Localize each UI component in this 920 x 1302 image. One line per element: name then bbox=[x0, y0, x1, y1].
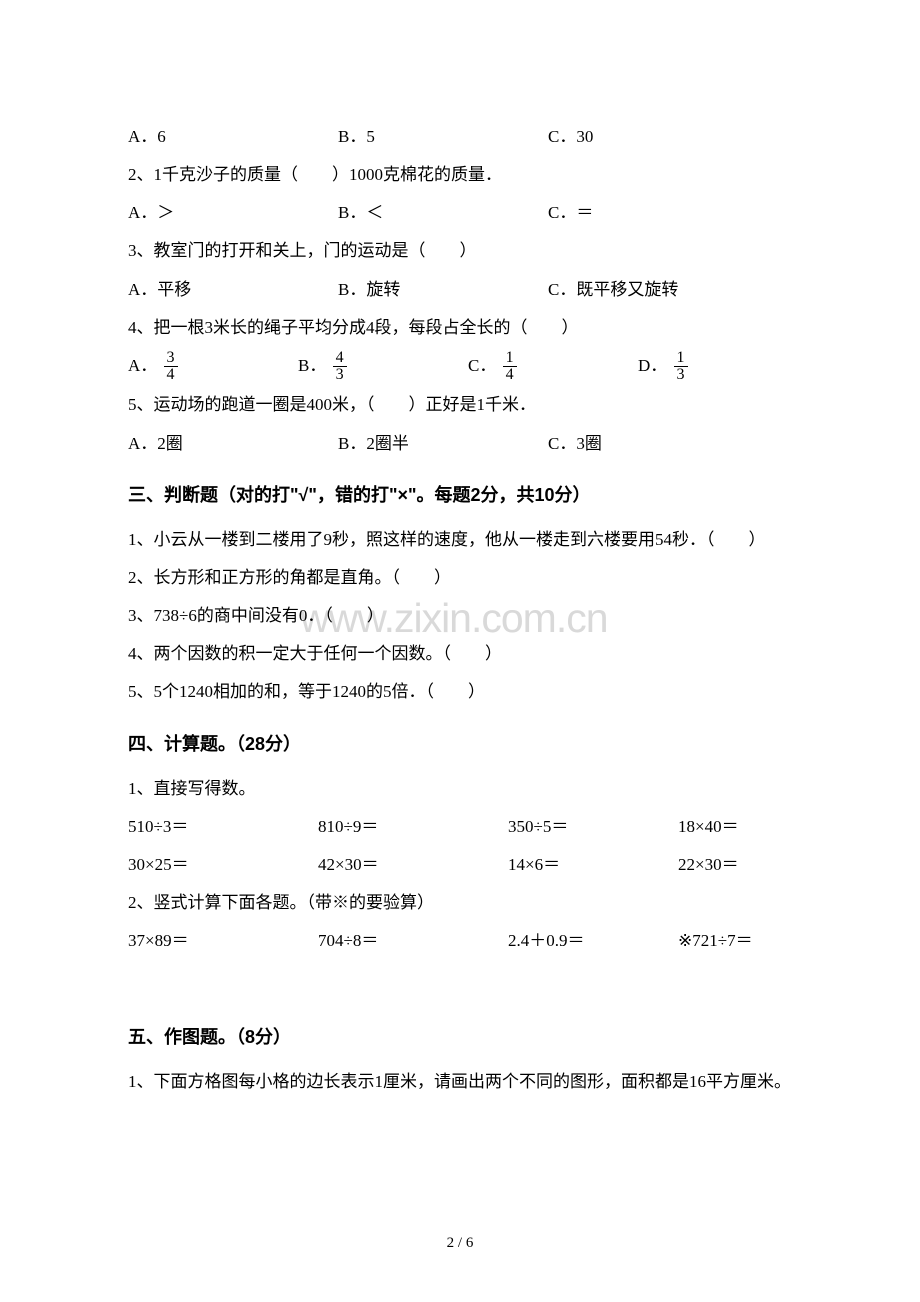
page-footer: 2 / 6 bbox=[0, 1235, 920, 1252]
s4-r3c3: 2.4＋0.9＝ bbox=[508, 924, 678, 957]
q4-opt-b: B． 4 3 bbox=[298, 349, 468, 384]
q4-label-c: C． bbox=[468, 356, 496, 375]
q4-frac-c: 1 4 bbox=[503, 350, 517, 383]
q4-options: A． 3 4 B． 4 3 C． 1 4 D． 1 3 bbox=[128, 349, 792, 384]
q4-frac-c-den: 4 bbox=[503, 367, 517, 383]
q4-label-d: D． bbox=[638, 356, 667, 375]
q5-opt-b: B．2圈半 bbox=[338, 427, 548, 460]
s4-r2c2: 42×30＝ bbox=[318, 848, 508, 881]
q4-frac-c-num: 1 bbox=[503, 350, 517, 367]
s3-item1: 1、小云从一楼到二楼用了9秒，照这样的速度，他从一楼走到六楼要用54秒．（ ） bbox=[128, 523, 792, 556]
q2-options: A．＞ B．＜ C．＝ bbox=[128, 196, 792, 229]
s4-r1c2: 810÷9＝ bbox=[318, 810, 508, 843]
s4-sub2: 2、竖式计算下面各题。（带※的要验算） bbox=[128, 886, 792, 919]
section5-title: 五、作图题。（8分） bbox=[128, 1020, 792, 1055]
s3-item3: 3、738÷6的商中间没有0．（ ） bbox=[128, 599, 792, 632]
s4-r1c1: 510÷3＝ bbox=[128, 810, 318, 843]
q4-label-b: B． bbox=[298, 356, 326, 375]
s4-row1: 510÷3＝ 810÷9＝ 350÷5＝ 18×40＝ bbox=[128, 810, 792, 843]
q5-text: 5、运动场的跑道一圈是400米，（ ）正好是1千米． bbox=[128, 388, 792, 421]
s4-sub1: 1、直接写得数。 bbox=[128, 772, 792, 805]
q5-opt-a: A．2圈 bbox=[128, 427, 338, 460]
s3-item2: 2、长方形和正方形的角都是直角。（ ） bbox=[128, 561, 792, 594]
q4-opt-a: A． 3 4 bbox=[128, 349, 298, 384]
s3-item4: 4、两个因数的积一定大于任何一个因数。（ ） bbox=[128, 637, 792, 670]
q4-frac-b: 4 3 bbox=[333, 350, 347, 383]
s4-r3c2: 704÷8＝ bbox=[318, 924, 508, 957]
q4-frac-a: 3 4 bbox=[164, 350, 178, 383]
q2-text: 2、1千克沙子的质量（ ）1000克棉花的质量． bbox=[128, 158, 792, 191]
document-content: A．6 B．5 C．30 2、1千克沙子的质量（ ）1000克棉花的质量． A．… bbox=[128, 120, 792, 1099]
q3-opt-a: A．平移 bbox=[128, 273, 338, 306]
q1-options: A．6 B．5 C．30 bbox=[128, 120, 792, 153]
q5-opt-c: C．3圈 bbox=[548, 427, 602, 460]
s4-r2c4: 22×30＝ bbox=[678, 848, 739, 881]
q3-opt-c: C．既平移又旋转 bbox=[548, 273, 678, 306]
q1-opt-c: C．30 bbox=[548, 120, 593, 153]
q2-opt-c: C．＝ bbox=[548, 196, 593, 229]
s4-row2: 30×25＝ 42×30＝ 14×6＝ 22×30＝ bbox=[128, 848, 792, 881]
q4-label-a: A． bbox=[128, 356, 157, 375]
s4-r3c1: 37×89＝ bbox=[128, 924, 318, 957]
q2-opt-a: A．＞ bbox=[128, 196, 338, 229]
q2-opt-b: B．＜ bbox=[338, 196, 548, 229]
s4-row3: 37×89＝ 704÷8＝ 2.4＋0.9＝ ※721÷7＝ bbox=[128, 924, 792, 957]
q4-frac-d: 1 3 bbox=[674, 350, 688, 383]
s4-r1c4: 18×40＝ bbox=[678, 810, 739, 843]
q5-options: A．2圈 B．2圈半 C．3圈 bbox=[128, 427, 792, 460]
q1-opt-a: A．6 bbox=[128, 120, 338, 153]
s4-r1c3: 350÷5＝ bbox=[508, 810, 678, 843]
q3-options: A．平移 B．旋转 C．既平移又旋转 bbox=[128, 273, 792, 306]
q4-frac-d-num: 1 bbox=[674, 350, 688, 367]
q4-frac-d-den: 3 bbox=[674, 367, 688, 383]
q4-opt-d: D． 1 3 bbox=[638, 349, 690, 384]
s4-r2c3: 14×6＝ bbox=[508, 848, 678, 881]
q1-opt-b: B．5 bbox=[338, 120, 548, 153]
s5-item1: 1、下面方格图每小格的边长表示1厘米，请画出两个不同的图形，面积都是16平方厘米… bbox=[128, 1065, 792, 1098]
section4-title: 四、计算题。（28分） bbox=[128, 727, 792, 762]
q3-text: 3、教室门的打开和关上，门的运动是（ ） bbox=[128, 234, 792, 267]
s4-r3c4: ※721÷7＝ bbox=[678, 924, 753, 957]
s4-r2c1: 30×25＝ bbox=[128, 848, 318, 881]
q4-frac-b-num: 4 bbox=[333, 350, 347, 367]
s3-item5: 5、5个1240相加的和，等于1240的5倍．（ ） bbox=[128, 675, 792, 708]
q3-opt-b: B．旋转 bbox=[338, 273, 548, 306]
q4-frac-a-num: 3 bbox=[164, 350, 178, 367]
q4-frac-b-den: 3 bbox=[333, 367, 347, 383]
section3-title: 三、判断题（对的打"√"，错的打"×"。每题2分，共10分） bbox=[128, 478, 792, 513]
q4-opt-c: C． 1 4 bbox=[468, 349, 638, 384]
q4-text: 4、把一根3米长的绳子平均分成4段，每段占全长的（ ） bbox=[128, 311, 792, 344]
q4-frac-a-den: 4 bbox=[164, 367, 178, 383]
